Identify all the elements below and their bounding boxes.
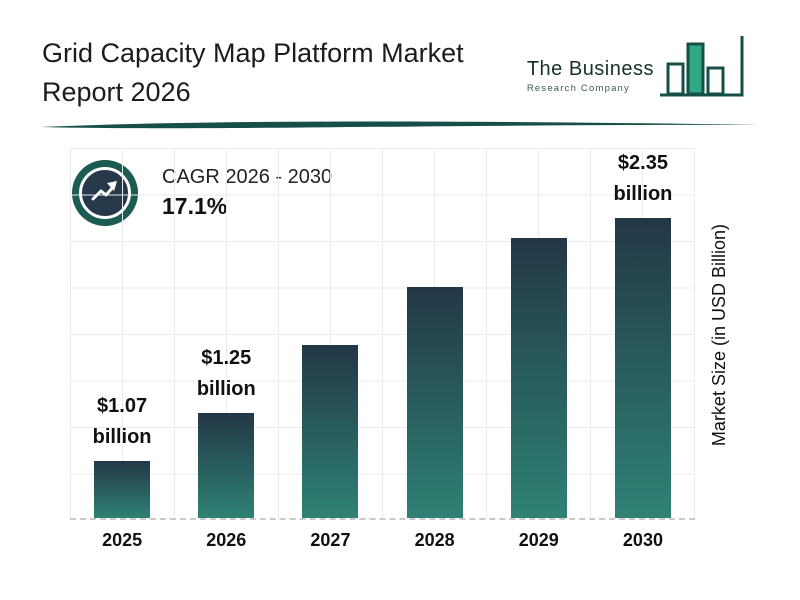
bar-2029 [510, 238, 567, 518]
x-axis-label-2028: 2028 [414, 530, 455, 550]
page-title: Grid Capacity Map Platform Market Report… [42, 34, 562, 112]
bar-value-label-2030: $2.35 billion [613, 152, 673, 205]
bar-value-label-2026: $1.25 billion [196, 347, 256, 400]
bar-column-2028 [383, 148, 487, 518]
x-axis-label-2027: 2027 [310, 530, 351, 550]
chart-bars: $1.07 billion $1.25 billion $2.35 billion [70, 148, 695, 518]
bar-2026 [198, 413, 255, 518]
x-axis-label-2029: 2029 [518, 530, 559, 550]
bar-2028 [406, 287, 463, 518]
x-axis-label-2026: 2026 [206, 530, 247, 550]
bar-chart-logo-icon [660, 36, 744, 97]
y-axis-label-text: Market Size (in USD Billion) [708, 223, 729, 447]
x-axis-label-2030: 2030 [622, 530, 663, 550]
logo-name: The Business [526, 58, 654, 80]
bar-column-2027 [278, 148, 382, 518]
bar-column-2030: $2.35 billion [591, 148, 695, 518]
logo-subname: Research Company [526, 83, 630, 94]
bar-column-2025: $1.07 billion [70, 148, 174, 518]
x-axis-label-2025: 2025 [102, 530, 143, 550]
divider-line [40, 121, 760, 129]
bar-chart-plot-area: $1.07 billion $1.25 billion $2.35 billion [70, 148, 695, 520]
company-logo: The Business Research Company [527, 30, 748, 112]
bar-value-label-2025: $1.07 billion [92, 395, 152, 448]
x-axis-labels: 2025 2026 2027 2028 2029 2030 [70, 530, 695, 551]
bar-2027 [302, 345, 359, 518]
bar-column-2029 [487, 148, 591, 518]
bar-2030 [614, 218, 671, 518]
y-axis-label: Market Size (in USD Billion) [698, 150, 740, 520]
page-title-line2: Report 2026 [42, 77, 191, 108]
page-title-line1: Grid Capacity Map Platform Market [42, 38, 464, 68]
bar-column-2026: $1.25 billion [174, 148, 278, 518]
bar-2025 [94, 461, 151, 518]
company-logo-text: The Business Research Company [527, 58, 654, 112]
